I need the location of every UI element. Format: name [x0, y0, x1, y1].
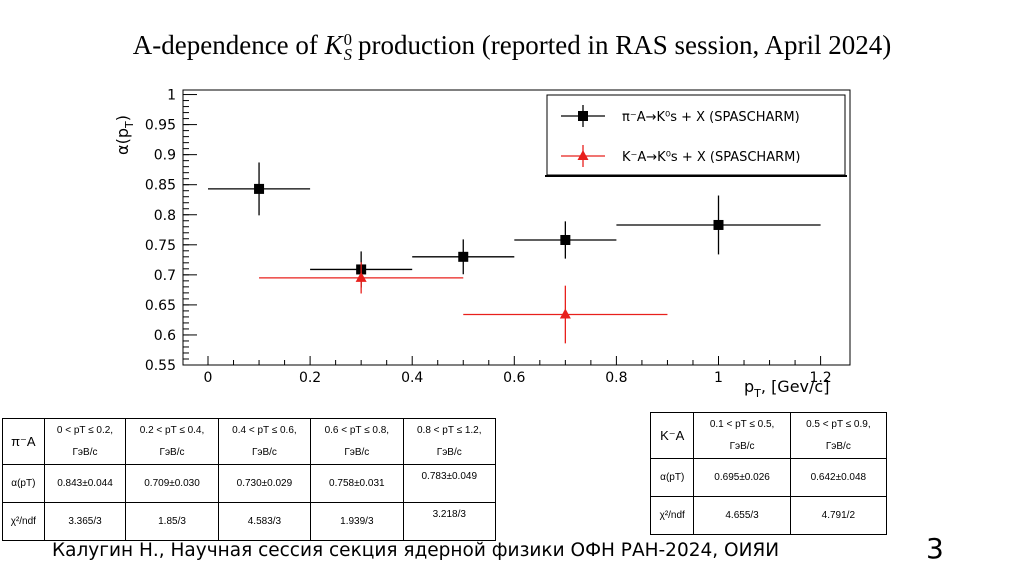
- x-tick-label: 1: [714, 370, 723, 386]
- x-tick-label: 0.8: [605, 370, 627, 386]
- table-cell: 1.939/3: [310, 502, 404, 541]
- plot-frame: [182, 89, 851, 366]
- y-tick-label: 0.65: [145, 298, 176, 314]
- table-row: χ²/ndf 3.365/3 1.85/3 4.583/3 1.939/3 3.…: [2, 502, 497, 541]
- table-corner-label: π⁻A: [2, 418, 45, 465]
- x-tick-label: 0: [204, 370, 213, 386]
- x-tick-label: 0.6: [503, 370, 525, 386]
- y-tick-label: 1: [167, 88, 176, 104]
- table-row-label: χ²/ndf: [649, 496, 695, 535]
- table-row-label: χ²/ndf: [2, 502, 45, 541]
- table-header-cell: 0.2 < pT ≤ 0.4, ГэВ/с: [125, 418, 219, 465]
- y-tick-label: 0.6: [154, 328, 176, 344]
- title-k-superscript: 0: [343, 29, 353, 49]
- table-cell: 0.695±0.026: [693, 458, 791, 497]
- table-row: χ²/ndf 4.655/3 4.791/2: [649, 496, 888, 535]
- table-cell: 1.85/3: [125, 502, 219, 541]
- table-header-cell: 0.6 < pT ≤ 0.8, ГэВ/с: [310, 418, 404, 465]
- table-header-cell: 0.5 < pT ≤ 0.9, ГэВ/с: [789, 412, 888, 459]
- y-tick-label: 0.95: [145, 118, 176, 134]
- table-header-cell: 0.4 < pT ≤ 0.6, ГэВ/с: [217, 418, 312, 465]
- table-header-row: π⁻A 0 < pT ≤ 0.2, ГэВ/с 0.2 < pT ≤ 0.4, Гэ…: [2, 418, 497, 465]
- table-cell: 4.791/2: [789, 496, 888, 535]
- legend-box: [546, 94, 846, 176]
- page-number: 3: [926, 532, 944, 565]
- k-a-results-table: K⁻A 0.1 < pT ≤ 0.5, ГэВ/с 0.5 < pT ≤ 0.9,…: [649, 412, 888, 535]
- table-row: α(pT) 0.695±0.026 0.642±0.048: [649, 458, 888, 497]
- y-tick-label: 0.9: [154, 148, 176, 164]
- x-tick-label: 0.4: [401, 370, 423, 386]
- table-row-label: α(pT): [2, 464, 45, 503]
- data-point-triangle: [355, 271, 367, 282]
- table-cell: 0.709±0.030: [125, 464, 219, 503]
- legend-entry-label: K⁻A→K⁰s + X (SPASCHARM): [622, 150, 800, 165]
- legend-shadow: [545, 175, 847, 177]
- data-point-square: [560, 234, 571, 245]
- legend-entry-label: π⁻A→K⁰s + X (SPASCHARM): [622, 110, 800, 125]
- table-cell: 3.365/3: [43, 502, 127, 541]
- data-point-square: [713, 219, 724, 230]
- title-suffix: production (reported in RAS session, Apr…: [358, 30, 892, 60]
- title-prefix: A-dependence of: [132, 30, 325, 60]
- table-cell: 0.783±0.049: [402, 464, 497, 503]
- data-point-square: [254, 183, 265, 194]
- title-k-subscript: S: [343, 44, 353, 64]
- legend-marker-square: [578, 111, 588, 121]
- data-point-triangle: [559, 308, 571, 319]
- table-cell: 0.730±0.029: [217, 464, 312, 503]
- title-k-symbol: K: [324, 30, 343, 60]
- y-tick-label: 0.85: [145, 178, 176, 194]
- table-row: α(pT) 0.843±0.044 0.709±0.030 0.730±0.02…: [2, 464, 497, 503]
- y-tick-label: 0.75: [145, 238, 176, 254]
- slide-footer: Калугин Н., Научная сессия секция ядерно…: [52, 540, 780, 561]
- table-cell: 0.843±0.044: [43, 464, 127, 503]
- pi-a-results-table: π⁻A 0 < pT ≤ 0.2, ГэВ/с 0.2 < pT ≤ 0.4, Гэ…: [2, 418, 497, 541]
- table-header-cell: 0.8 < pT ≤ 1.2, ГэВ/с: [402, 418, 497, 465]
- data-point-square: [458, 251, 469, 262]
- y-tick-label: 0.55: [145, 358, 176, 374]
- table-header-cell: 0.1 < pT ≤ 0.5, ГэВ/с: [693, 412, 791, 459]
- table-cell: 0.642±0.048: [789, 458, 888, 497]
- table-cell: 0.758±0.031: [310, 464, 404, 503]
- table-cell: 4.655/3: [693, 496, 791, 535]
- table-header-row: K⁻A 0.1 < pT ≤ 0.5, ГэВ/с 0.5 < pT ≤ 0.9,…: [649, 412, 888, 459]
- alpha-pt-chart: 0 0.2 0.4 0.6 0.8 1 1.2 0.55 0.6 0.65 0.7 0.75 0.8 0.…: [113, 88, 851, 400]
- table-header-cell: 0 < pT ≤ 0.2, ГэВ/с: [43, 418, 127, 465]
- table-cell: 4.583/3: [217, 502, 312, 541]
- table-cell: 3.218/3: [402, 502, 497, 541]
- x-axis-title: pT, [Gev/c]: [744, 377, 829, 400]
- table-corner-label: K⁻A: [649, 412, 695, 459]
- y-tick-label: 0.8: [154, 208, 176, 224]
- y-tick-label: 0.7: [154, 268, 176, 284]
- x-tick-label: 0.2: [299, 370, 321, 386]
- x-tick-label: 1.2: [809, 370, 831, 386]
- legend-marker-triangle: [577, 150, 589, 160]
- table-row-label: α(pT): [649, 458, 695, 497]
- y-axis-title: α(pT): [113, 115, 136, 155]
